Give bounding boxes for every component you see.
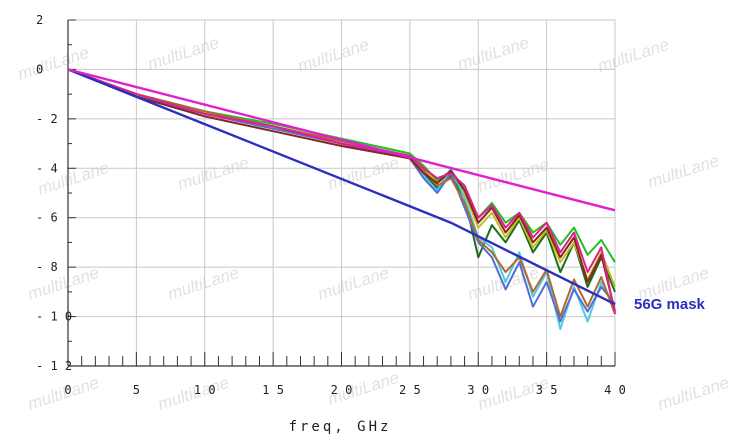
y-tick-label: - 8 <box>36 260 58 274</box>
y-tick-label: - 2 <box>36 112 58 126</box>
tick-marks <box>67 19 616 367</box>
series-line-5 <box>67 68 616 323</box>
x-tick-label: 3 0 <box>467 383 489 397</box>
series-line-7 <box>67 68 616 312</box>
watermark-text: multiLane <box>25 373 101 414</box>
y-tick-label: - 1 2 <box>36 359 72 373</box>
watermark-text: multiLane <box>145 33 221 74</box>
y-tick-label: 0 <box>36 62 43 76</box>
watermark-text: multiLane <box>315 263 391 304</box>
watermark-text: multiLane <box>475 155 551 196</box>
mask-layer <box>67 68 616 306</box>
x-tick-label: 2 0 <box>331 383 353 397</box>
y-tick-label: - 4 <box>36 161 58 175</box>
watermark-text: multiLane <box>655 373 731 414</box>
x-tick-label: 5 <box>133 383 140 397</box>
mask-line-1 <box>67 68 616 306</box>
tick-labels: 0 5 1 0 1 5 2 0 2 5 3 0 3 5 4 0 2 0 - 2 - 4 - 6 - 8 - 1… <box>36 13 626 397</box>
y-tick-label: - 6 <box>36 211 58 225</box>
watermark-text: multiLane <box>175 153 251 194</box>
series-line-8 <box>67 68 616 315</box>
x-tick-label: 4 0 <box>604 383 626 397</box>
watermark-text: multiLane <box>15 43 91 84</box>
watermark-text: multiLane <box>165 263 241 304</box>
y-tick-label: - 1 0 <box>36 310 72 324</box>
mask-line-2 <box>67 68 616 212</box>
x-tick-label: 3 5 <box>536 383 558 397</box>
mask-annotation: 56G mask <box>634 296 706 313</box>
x-tick-label: 1 0 <box>194 383 216 397</box>
x-tick-label: 0 <box>64 383 71 397</box>
y-tick-label: 2 <box>36 13 43 27</box>
x-axis-label: freq, GHz <box>289 419 392 435</box>
watermark-text: multiLane <box>455 33 531 74</box>
x-tick-label: 1 5 <box>262 383 284 397</box>
series-layer <box>67 68 616 330</box>
watermark-text: multiLane <box>645 151 721 192</box>
x-tick-label: 2 5 <box>399 383 421 397</box>
